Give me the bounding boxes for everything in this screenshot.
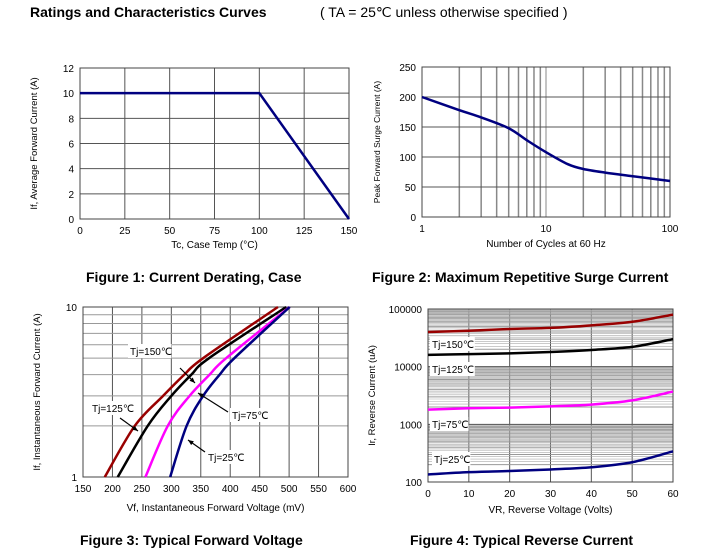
x-tick-label: 10 <box>463 489 475 500</box>
x-tick-label: 400 <box>222 484 239 495</box>
curve-label: Tj=150℃ <box>130 347 172 358</box>
x-tick-label: 100 <box>662 224 679 235</box>
y-tick-label: 100 <box>405 478 422 489</box>
x-tick-label: 1 <box>419 224 425 235</box>
label-background <box>206 450 244 464</box>
plot-frame <box>421 66 671 218</box>
x-tick-label: 100 <box>251 226 268 237</box>
arrow-head-icon <box>132 425 138 431</box>
x-tick-label: 30 <box>545 489 557 500</box>
x-tick-label: 500 <box>281 484 298 495</box>
x-tick-label: 40 <box>586 489 598 500</box>
plot-frame <box>427 308 674 483</box>
series-line-Tj25 <box>427 450 674 476</box>
x-tick-label: 450 <box>251 484 268 495</box>
y-tick-label: 100 <box>399 153 416 164</box>
y-tick-label: 6 <box>68 140 74 151</box>
y-tick-label: 2 <box>68 190 74 201</box>
series-line-Tj125 <box>116 305 287 478</box>
curve-label: Tj=150℃ <box>432 340 474 351</box>
y-tick-label: 10000 <box>394 363 422 374</box>
plot-frame <box>79 67 350 220</box>
plot-frame <box>82 306 349 478</box>
series-line-Tj75 <box>427 390 674 411</box>
y-tick-label: 250 <box>399 63 416 74</box>
curve-label: Tj=75℃ <box>432 420 469 431</box>
x-tick-label: 300 <box>163 484 180 495</box>
x-tick-label: 20 <box>504 489 516 500</box>
arrow-head-icon <box>188 440 194 446</box>
y-tick-label: 8 <box>68 114 74 125</box>
series-line-Tj150 <box>427 313 674 334</box>
x-tick-label: 25 <box>119 226 131 237</box>
series-line-IFSM <box>421 95 671 183</box>
y-axis-title: If, Instantaneous Forward Current (A) <box>32 313 43 470</box>
y-tick-label: 10 <box>66 303 78 314</box>
x-tick-label: 200 <box>104 484 121 495</box>
curve-label: Tj=125℃ <box>432 365 474 376</box>
y-tick-label: 0 <box>410 213 416 224</box>
arrow-head-icon <box>198 393 204 398</box>
x-tick-label: 600 <box>340 484 357 495</box>
y-tick-label: 100000 <box>389 305 423 316</box>
label-arrow <box>197 392 229 413</box>
y-axis-title: Peak Forward Surge Current (A) <box>372 81 382 204</box>
x-tick-label: 75 <box>209 226 221 237</box>
section-title: Ratings and Characteristics Curves <box>30 4 267 20</box>
y-tick-label: 1000 <box>400 420 423 431</box>
series-line-Tj75 <box>144 306 291 478</box>
x-tick-label: 150 <box>75 484 92 495</box>
x-axis-title: Number of Cycles at 60 Hz <box>486 239 606 250</box>
label-background <box>432 452 471 466</box>
y-tick-label: 200 <box>399 93 416 104</box>
y-tick-label: 10 <box>63 89 75 100</box>
y-tick-label: 150 <box>399 123 416 134</box>
label-background <box>430 362 475 376</box>
y-axis-title: Ir, Reverse Current (uA) <box>367 345 378 446</box>
series-line-If <box>80 91 351 220</box>
x-tick-label: 350 <box>192 484 209 495</box>
figure-3-caption: Figure 3: Typical Forward Voltage <box>80 532 303 548</box>
curve-label: Tj=125℃ <box>92 404 134 415</box>
y-axis-title: If, Average Forward Current (A) <box>29 77 40 209</box>
label-background <box>430 417 469 431</box>
label-background <box>90 401 134 415</box>
x-tick-label: 250 <box>134 484 151 495</box>
y-tick-label: 1 <box>71 473 77 484</box>
x-tick-label: 60 <box>667 489 679 500</box>
series-line-Tj25 <box>168 306 291 478</box>
figure-1-caption: Figure 1: Current Derating, Case <box>86 269 302 285</box>
x-tick-label: 50 <box>164 226 176 237</box>
y-tick-label: 4 <box>68 165 74 176</box>
series-line-Tj125 <box>427 337 674 357</box>
x-tick-label: 10 <box>540 224 552 235</box>
y-tick-label: 0 <box>68 215 74 226</box>
x-tick-label: 550 <box>310 484 327 495</box>
label-background <box>230 408 268 422</box>
x-axis-title: Vf, Instantaneous Forward Voltage (mV) <box>127 503 305 514</box>
x-tick-label: 0 <box>77 226 83 237</box>
arrow-head-icon <box>189 377 195 383</box>
curve-label: Tj=75℃ <box>232 411 269 422</box>
test-condition: ( TA = 25℃ unless otherwise specified ) <box>320 4 568 20</box>
label-background <box>128 344 172 358</box>
figure-2-caption: Figure 2: Maximum Repetitive Surge Curre… <box>372 269 669 285</box>
curve-label: Tj=25℃ <box>208 453 245 464</box>
label-background <box>430 337 475 351</box>
x-tick-label: 0 <box>425 489 431 500</box>
x-tick-label: 125 <box>296 226 313 237</box>
x-axis-title: Tc, Case Temp (°C) <box>171 240 258 251</box>
x-axis-title: VR, Reverse Voltage (Volts) <box>489 505 613 516</box>
figure-4-caption: Figure 4: Typical Reverse Current <box>410 532 634 548</box>
curve-label: Tj=25℃ <box>434 455 471 466</box>
y-tick-label: 12 <box>63 64 75 75</box>
y-tick-label: 50 <box>405 183 417 194</box>
x-tick-label: 50 <box>627 489 639 500</box>
x-tick-label: 150 <box>341 226 358 237</box>
